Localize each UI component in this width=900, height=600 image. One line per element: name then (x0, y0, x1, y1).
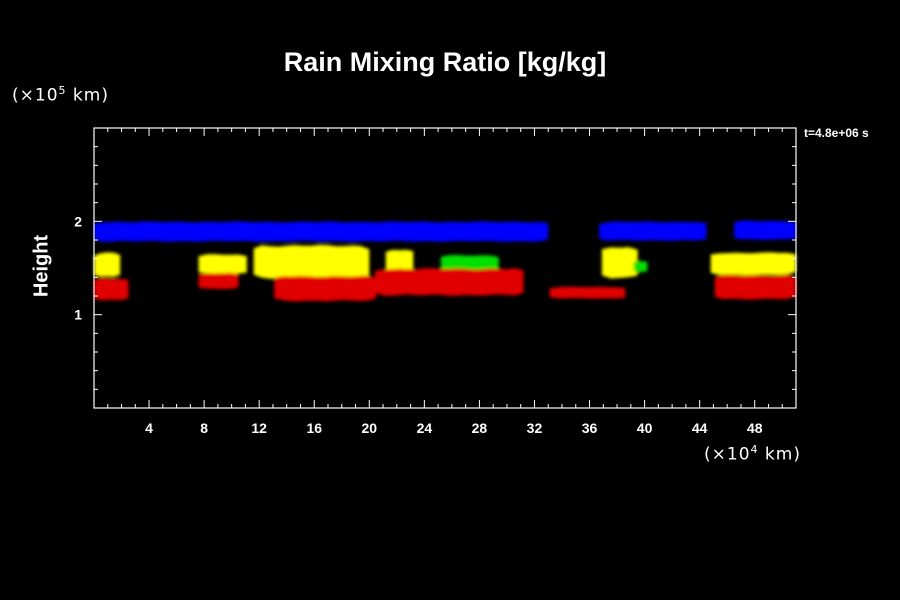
field-region (274, 275, 377, 302)
y-tick-label: 1 (74, 307, 82, 323)
field-region (94, 221, 549, 242)
field-region (549, 286, 626, 299)
y-tick-label: 2 (74, 213, 82, 229)
x-tick-label: 44 (692, 420, 708, 436)
field-region (94, 277, 129, 301)
field-region (710, 252, 796, 276)
x-tick-label: 8 (200, 420, 208, 436)
field-region (599, 221, 707, 241)
y-axis-unit: (×105 km) (12, 84, 109, 106)
field-region (198, 272, 239, 290)
field-region (253, 244, 370, 279)
x-tick-label: 24 (417, 420, 433, 436)
x-tick-label: 28 (472, 420, 488, 436)
x-tick-label: 12 (251, 420, 267, 436)
x-tick-label: 32 (527, 420, 543, 436)
field-region (734, 220, 796, 240)
field-region (385, 249, 414, 272)
x-tick-label: 16 (306, 420, 322, 436)
x-tick-label: 40 (637, 420, 653, 436)
plot-frame (93, 127, 797, 409)
field-region (198, 254, 247, 275)
field-region (440, 255, 499, 271)
field-region (633, 260, 648, 273)
x-axis-unit: (×104 km) (704, 443, 801, 465)
field-region (601, 247, 638, 279)
field-region (94, 252, 121, 277)
x-tick-label: 48 (747, 420, 763, 436)
x-tick-label: 20 (362, 420, 378, 436)
chart-title: Rain Mixing Ratio [kg/kg] (283, 47, 607, 77)
x-tick-label: 4 (145, 420, 153, 436)
time-label: t=4.8e+06 s (804, 126, 869, 140)
field-region (374, 268, 524, 296)
field-region (714, 274, 796, 300)
x-tick-label: 36 (582, 420, 598, 436)
